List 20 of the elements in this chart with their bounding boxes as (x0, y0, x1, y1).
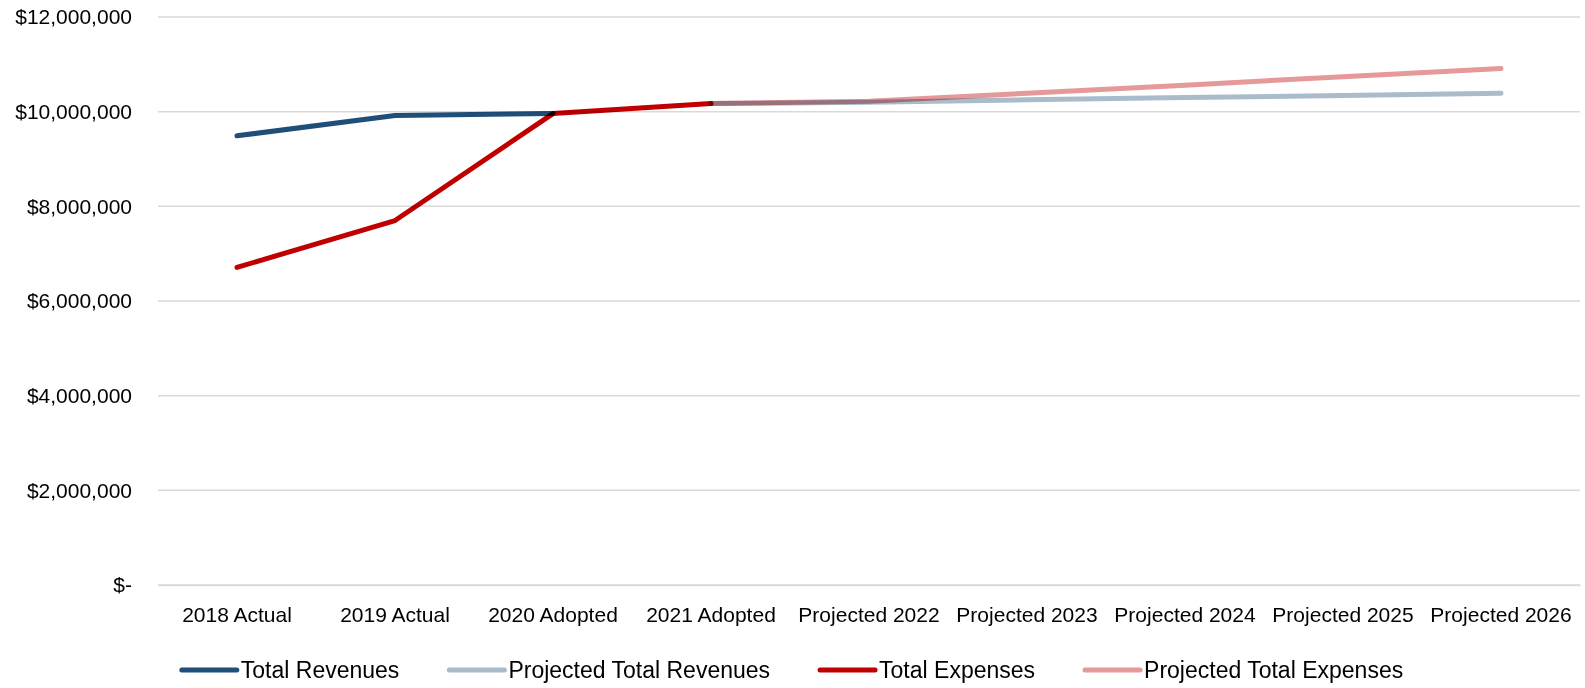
legend-label: Projected Total Revenues (508, 657, 771, 684)
y-tick-label: $2,000,000 (26, 478, 132, 502)
legend-label: Total Revenues (240, 657, 400, 684)
legend-label: Total Expenses (879, 657, 1036, 684)
y-tick-label: $12,000,000 (15, 5, 132, 29)
y-tick-label: $6,000,000 (26, 289, 132, 313)
x-tick-label: 2020 Adopted (488, 602, 618, 626)
x-tick-label: Projected 2024 (1114, 602, 1256, 626)
x-tick-label: 2021 Adopted (646, 602, 776, 626)
legend-label: Projected Total Expenses (1144, 657, 1404, 684)
x-tick-label: Projected 2025 (1272, 602, 1414, 626)
x-tick-label: Projected 2022 (798, 602, 940, 626)
y-tick-label: $- (113, 573, 132, 597)
y-tick-label: $4,000,000 (26, 383, 132, 407)
x-tick-label: Projected 2023 (956, 602, 1098, 626)
x-tick-label: 2018 Actual (182, 602, 292, 626)
x-tick-label: 2019 Actual (340, 602, 450, 626)
y-tick-label: $8,000,000 (26, 194, 132, 218)
y-tick-label: $10,000,000 (15, 99, 132, 123)
x-tick-label: Projected 2026 (1430, 602, 1572, 626)
